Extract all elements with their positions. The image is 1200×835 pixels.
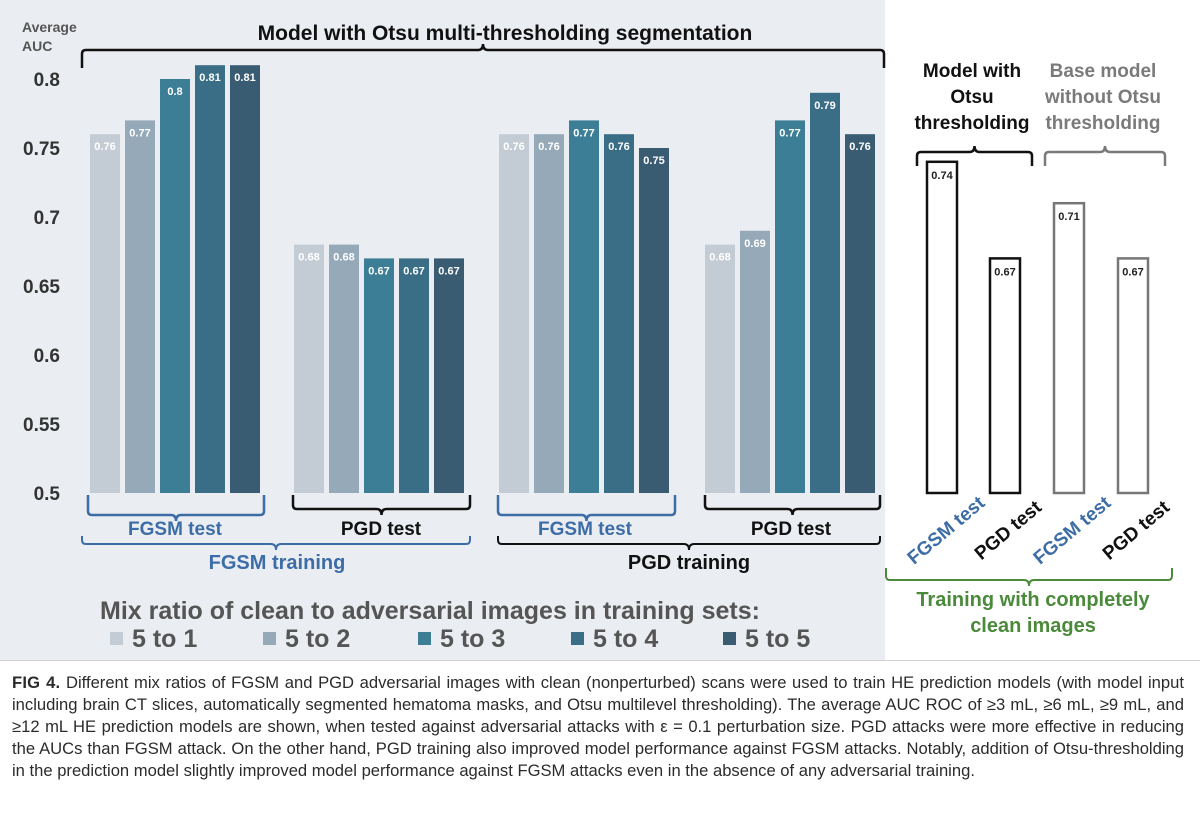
y-axis-label-line-2: AUC	[22, 38, 52, 54]
bar-value-label: 0.81	[199, 72, 220, 84]
bar-value-label: 0.76	[849, 141, 870, 153]
pgd-training-bracket	[497, 536, 881, 551]
bar-value-label: 0.67	[403, 265, 424, 277]
main-header-title: Model with Otsu multi-thresholding segme…	[258, 22, 753, 45]
bar-3-4	[604, 134, 634, 493]
clean-bar-2	[988, 257, 1022, 495]
bar-1-5	[230, 65, 260, 493]
fgsm-training-bracket	[81, 536, 471, 551]
bar-2-3	[364, 258, 394, 493]
y-tick-label: 0.65	[23, 277, 60, 298]
caption-fig-label: FIG 4.	[12, 673, 61, 692]
y-tick-label: 0.5	[34, 484, 61, 505]
clean-bar-4	[1116, 257, 1150, 495]
bar-3-2	[534, 134, 564, 493]
legend-title: Mix ratio of clean to adversarial images…	[100, 597, 760, 625]
clean-bar-3	[1052, 201, 1086, 495]
bar-3-5	[639, 148, 669, 493]
clean-bar-1	[925, 160, 959, 495]
bar-value-label: 0.76	[94, 141, 115, 153]
legend-swatch-3	[418, 632, 431, 645]
bar-value-label: 0.76	[608, 141, 629, 153]
base-header-line: thresholding	[1045, 113, 1160, 134]
bar-value-label: 0.76	[538, 141, 559, 153]
group-test-label: FGSM test	[128, 519, 223, 540]
main-header-bracket	[80, 43, 886, 68]
bar-1-4	[195, 65, 225, 493]
y-tick-label: 0.8	[34, 70, 60, 91]
clean-training-label-line: Training with completely	[916, 589, 1150, 611]
y-tick-label: 0.7	[34, 208, 60, 229]
bar-value-label: 0.68	[298, 252, 319, 264]
bar-value-label: 0.8	[167, 86, 182, 98]
legend-swatch-4	[571, 632, 584, 645]
bar-2-1	[294, 244, 324, 493]
y-tick-label: 0.6	[34, 346, 60, 367]
legend-swatch-5	[723, 632, 736, 645]
bar-value-label: 0.69	[744, 238, 765, 250]
bar-value-label: 0.76	[503, 141, 524, 153]
bar-value-label: 0.75	[643, 155, 664, 167]
clean-training-label-line: clean images	[970, 615, 1096, 637]
legend-label-4: 5 to 4	[593, 625, 658, 653]
clean-bar-value-label: 0.74	[931, 170, 953, 182]
bar-4-4	[810, 92, 840, 494]
bar-1-3	[160, 79, 190, 493]
legend-label-2: 5 to 2	[285, 625, 350, 653]
otsu-header-line: Otsu	[950, 87, 993, 108]
pgd-test-bracket-1	[291, 495, 472, 516]
group-test-label: FGSM test	[538, 519, 633, 540]
bar-value-label: 0.77	[779, 127, 800, 139]
bar-3-1	[499, 134, 529, 493]
bar-value-label: 0.68	[709, 252, 730, 264]
legend-label-3: 5 to 3	[440, 625, 505, 653]
fgsm-test-bracket-2	[496, 495, 677, 522]
otsu-header-line: thresholding	[914, 113, 1029, 134]
base-header-bracket	[1043, 145, 1167, 166]
y-axis-label-line-1: Average	[22, 19, 77, 35]
auc-bar-chart: Average AUC 0.5 0.55 0.6 0.65 0.7 0.75 0.8 0.76 0…	[0, 0, 1175, 660]
pgd-training-label: PGD training	[628, 552, 750, 574]
pgd-test-bracket-2	[703, 495, 882, 516]
otsu-header-line: Model with	[923, 61, 1021, 82]
bar-2-4	[399, 258, 429, 493]
bar-4-3	[775, 120, 805, 494]
bar-3-3	[569, 120, 599, 494]
bar-value-label: 0.77	[573, 127, 594, 139]
bar-2-5	[434, 258, 464, 493]
group-test-label: PGD test	[341, 519, 422, 540]
clean-bar-value-label: 0.71	[1058, 211, 1079, 223]
legend-label-5: 5 to 5	[745, 625, 810, 653]
figure-caption: FIG 4. Different mix ratios of FGSM and …	[12, 672, 1184, 782]
legend-label-1: 5 to 1	[132, 625, 197, 653]
base-header-line: without Otsu	[1044, 87, 1161, 108]
bar-1-2	[125, 120, 155, 494]
fgsm-training-label: FGSM training	[209, 552, 346, 574]
bar-1-1	[90, 134, 120, 493]
bar-value-label: 0.77	[129, 127, 150, 139]
bar-4-2	[740, 230, 770, 494]
base-header-line: Base model	[1050, 61, 1157, 82]
bar-2-2	[329, 244, 359, 493]
otsu-header-bracket	[915, 145, 1034, 166]
bar-4-5	[845, 134, 875, 493]
clean-bar-value-label: 0.67	[994, 266, 1015, 278]
bar-value-label: 0.67	[368, 265, 389, 277]
fgsm-test-bracket-1	[86, 495, 266, 522]
bar-value-label: 0.68	[333, 252, 354, 264]
legend-swatch-2	[263, 632, 276, 645]
legend-swatch-1	[110, 632, 123, 645]
caption-divider	[0, 660, 1200, 661]
bar-value-label: 0.81	[234, 72, 255, 84]
clean-training-bracket	[885, 568, 1173, 587]
bar-value-label: 0.79	[814, 100, 835, 112]
bar-value-label: 0.67	[438, 265, 459, 277]
clean-bar-value-label: 0.67	[1122, 266, 1143, 278]
y-tick-label: 0.75	[23, 139, 60, 160]
bar-4-1	[705, 244, 735, 493]
y-tick-label: 0.55	[23, 415, 60, 436]
caption-text: Different mix ratios of FGSM and PGD adv…	[12, 673, 1184, 780]
group-test-label: PGD test	[751, 519, 832, 540]
